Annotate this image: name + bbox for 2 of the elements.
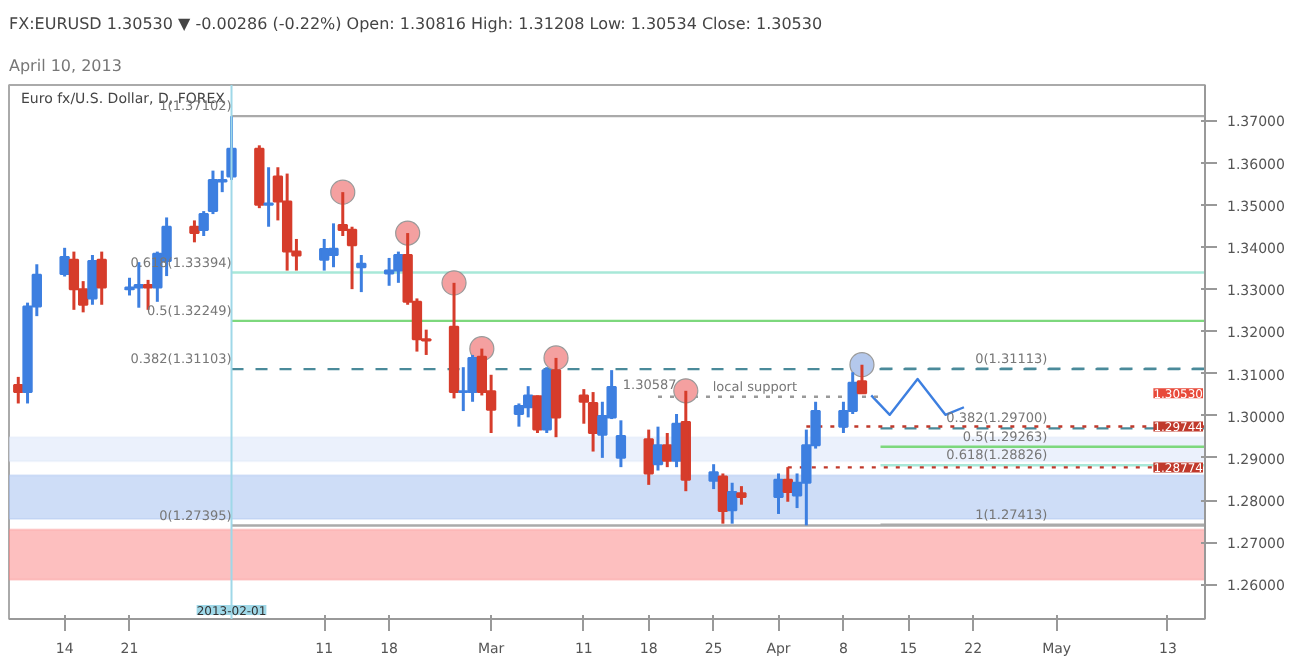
chart-title: FX:EURUSD 1.30530 ▼ -0.00286 (-0.22%) Open: 1.30816 High: 1.31208 Low: 1.30534 Close: 1.30530 — [9, 15, 823, 33]
chart-subtitle: April 10, 2013 — [9, 57, 122, 75]
